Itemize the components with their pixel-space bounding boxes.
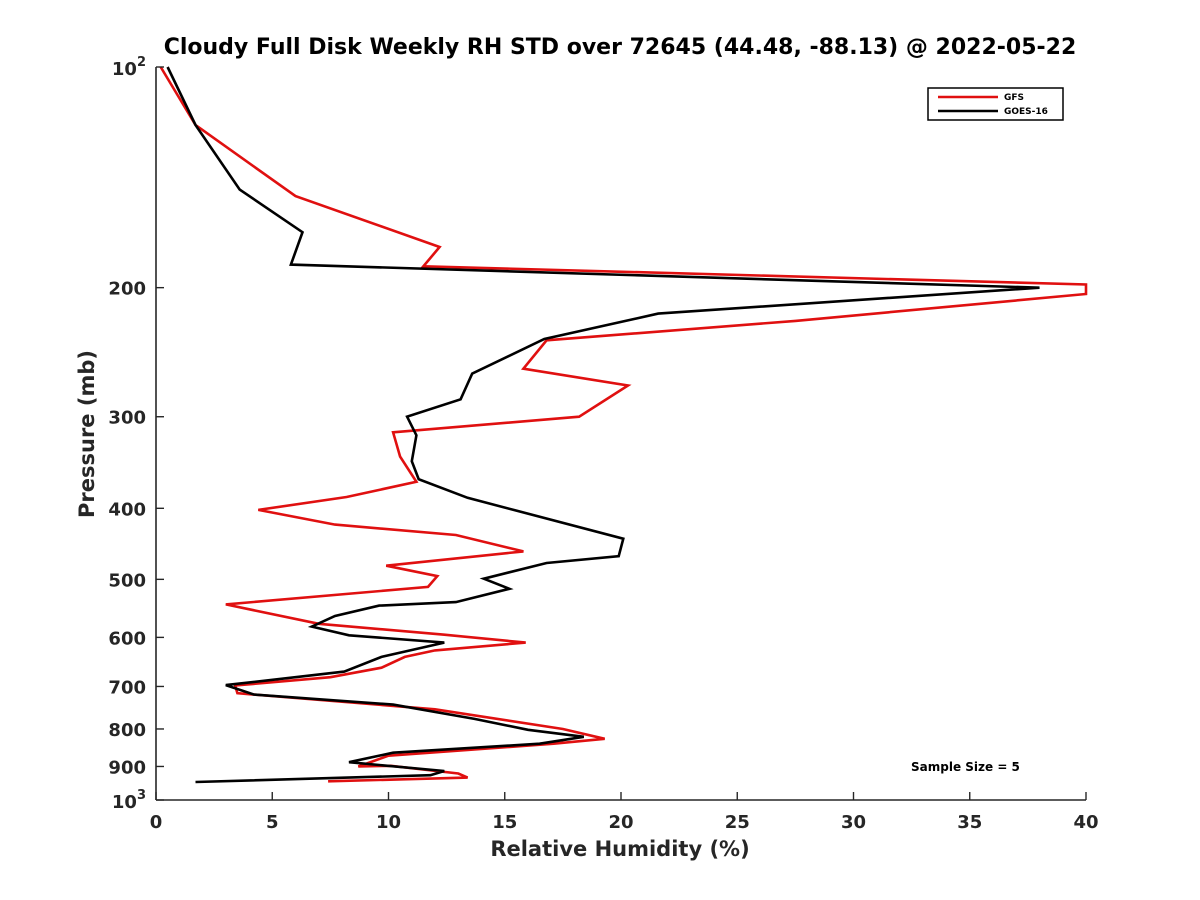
- y-tick-label: 900: [108, 757, 146, 778]
- x-tick-label: 10: [376, 812, 401, 833]
- legend: GFS GOES-16: [927, 87, 1064, 121]
- y-tick-label: 300: [108, 408, 146, 429]
- y-tick-label: 103: [112, 788, 146, 813]
- legend-label-gfs: GFS: [1004, 93, 1024, 103]
- y-tick-label: 200: [108, 279, 146, 300]
- y-tick-label: 102: [112, 55, 146, 80]
- chart-title: Cloudy Full Disk Weekly RH STD over 7264…: [164, 35, 1077, 60]
- x-tick-label: 5: [266, 812, 279, 833]
- axes: [155, 66, 1087, 801]
- series-line-goes16: [166, 66, 1040, 784]
- sample-size-annotation: Sample Size = 5: [911, 760, 1020, 774]
- legend-label-goes16: GOES-16: [1004, 107, 1048, 117]
- x-tick-label: 35: [957, 812, 982, 833]
- x-tick-label: 0: [150, 812, 163, 833]
- y-tick-label: 700: [108, 677, 146, 698]
- x-tick-label: 25: [725, 812, 750, 833]
- series-line-gfs: [159, 66, 1088, 783]
- x-tick-label: 30: [841, 812, 866, 833]
- legend-box: [927, 87, 1064, 121]
- y-tick-label: 800: [108, 720, 146, 741]
- y-tick-label: 600: [108, 628, 146, 649]
- x-tick-label: 40: [1073, 812, 1098, 833]
- series-lines: [159, 66, 1088, 784]
- tick-labels: 0 5 10 15 20 25 30 35 40 102 200 300 400 500 600 700 800…: [108, 55, 1098, 833]
- y-tick-label: 400: [108, 499, 146, 520]
- x-axis-title: Relative Humidity (%): [490, 837, 749, 861]
- y-axis-title: Pressure (mb): [75, 350, 99, 518]
- y-tick-label: 500: [108, 570, 146, 591]
- x-tick-label: 20: [608, 812, 633, 833]
- x-tick-label: 15: [492, 812, 517, 833]
